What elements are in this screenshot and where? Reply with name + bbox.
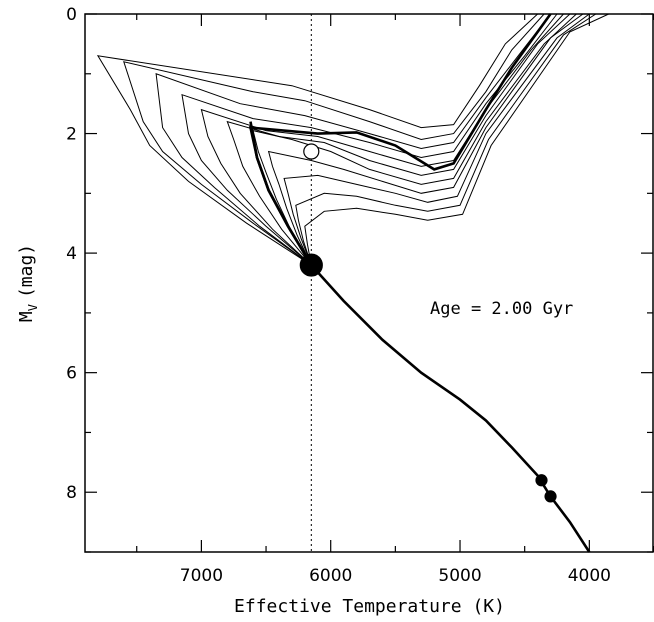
age-annotation: Age = 2.00 Gyr [430, 299, 573, 319]
x-tick-label: 5000 [438, 566, 481, 586]
y-axis-label-main: M [16, 311, 37, 322]
y-tick-label: 0 [66, 5, 77, 25]
y-axis-label-unit: (mag) [16, 244, 37, 298]
y-tick-label: 2 [66, 125, 77, 145]
isochrone-line [296, 14, 596, 265]
plot-frame [85, 14, 653, 552]
filled-marker [536, 475, 547, 486]
open-marker [304, 144, 319, 159]
x-tick-label: 4000 [568, 566, 611, 586]
isochrone-line [156, 14, 550, 265]
markers-layer [300, 144, 556, 502]
axis-ticks: 7000 6000 5000 4000 0 2 4 6 8 [66, 5, 654, 586]
y-axis-label-sub: V [26, 304, 40, 311]
filled-marker [545, 491, 556, 502]
x-tick-label: 7000 [180, 566, 223, 586]
isochrone-line [124, 14, 544, 265]
y-tick-label: 6 [66, 364, 77, 384]
isochrone-line [227, 14, 570, 265]
x-tick-label: 6000 [309, 566, 352, 586]
isochrone-lines [98, 14, 609, 552]
isochrone-line [305, 14, 609, 265]
x-axis-label: Effective Temperature (K) [234, 596, 505, 617]
y-tick-label: 8 [66, 483, 77, 503]
isochrone-line-highlight [251, 14, 551, 265]
filled-marker [300, 254, 322, 276]
isochrone-line [269, 14, 583, 265]
y-axis-label: MV (mag) [16, 244, 40, 322]
y-tick-label: 4 [66, 244, 77, 264]
